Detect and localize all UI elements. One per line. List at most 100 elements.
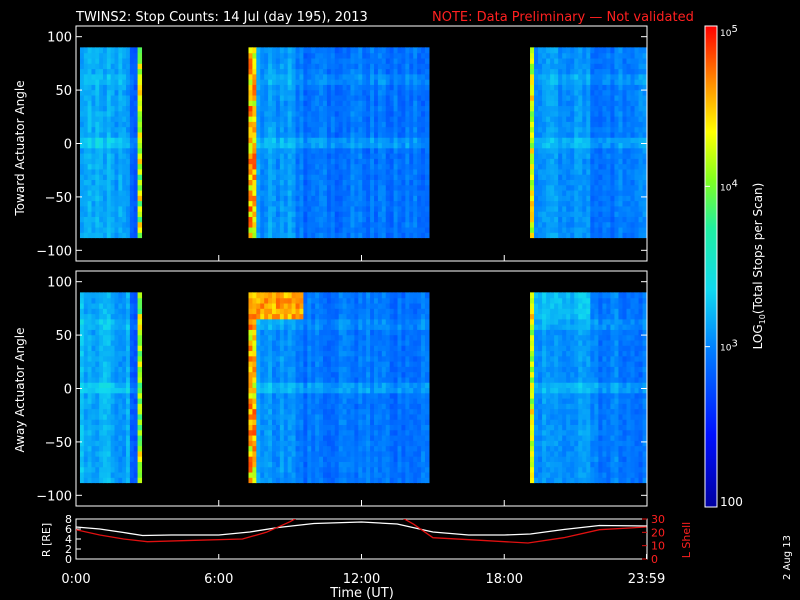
heatmap-cell <box>370 195 375 202</box>
heatmap-cell <box>342 100 348 107</box>
heatmap-cell <box>346 308 352 315</box>
heatmap-cell <box>91 116 96 122</box>
heatmap-cell <box>358 413 363 420</box>
heatmap-cell <box>542 84 547 91</box>
heatmap-cell <box>252 392 257 399</box>
heatmap-cell <box>417 52 422 59</box>
heatmap-cell <box>346 424 352 431</box>
heatmap-cell <box>252 110 257 117</box>
heatmap-cell <box>330 366 336 373</box>
heatmap-cell <box>614 89 620 96</box>
heatmap-cell <box>103 461 108 468</box>
heatmap-cell <box>381 63 387 70</box>
heatmap-cell <box>342 292 348 299</box>
heatmap-cell <box>330 184 336 191</box>
heatmap-cell <box>106 105 112 112</box>
heatmap-cell <box>350 216 355 223</box>
heatmap-cell <box>334 371 340 378</box>
heatmap-cell <box>315 184 320 191</box>
heatmap-cell <box>323 440 328 447</box>
heatmap-cell <box>534 105 539 112</box>
heatmap-cell <box>424 121 430 128</box>
heatmap-cell <box>110 292 116 299</box>
heatmap-cell <box>256 440 261 447</box>
heatmap-cell <box>350 471 355 478</box>
heatmap-cell <box>358 302 363 309</box>
heatmap-cell <box>350 329 355 336</box>
heatmap-cell <box>374 121 379 128</box>
heatmap-cell <box>530 142 535 149</box>
heatmap-cell <box>291 392 297 399</box>
heatmap-cell <box>582 100 587 107</box>
heatmap-cell <box>374 131 379 138</box>
heatmap-cell <box>295 226 301 233</box>
heatmap-cell <box>279 100 285 107</box>
heatmap-cell <box>303 297 308 304</box>
heatmap-cell <box>256 211 261 217</box>
heatmap-cell <box>413 163 418 170</box>
heatmap-cell <box>413 174 418 180</box>
heatmap-cell <box>393 137 399 144</box>
heatmap-cell <box>103 216 108 223</box>
heatmap-cell <box>618 105 624 112</box>
heatmap-cell <box>110 73 116 80</box>
heatmap-cell <box>287 195 293 202</box>
heatmap-cell <box>114 424 119 431</box>
heatmap-cell <box>424 94 430 101</box>
heatmap-cell <box>319 84 324 91</box>
heatmap-cell <box>256 361 261 367</box>
heatmap-cell <box>275 355 281 362</box>
heatmap-cell <box>110 126 116 133</box>
heatmap-cell <box>578 137 583 144</box>
heatmap-cell <box>401 158 406 165</box>
heatmap-cell <box>350 79 355 85</box>
heatmap-cell <box>260 345 265 352</box>
heatmap-cell <box>307 334 312 341</box>
heatmap-cell <box>338 408 344 415</box>
heatmap-cell <box>283 424 289 431</box>
heatmap-cell <box>268 79 273 85</box>
heatmap-cell <box>421 184 426 191</box>
heatmap-cell <box>118 466 123 473</box>
heatmap-cell <box>291 329 297 336</box>
heatmap-cell <box>279 424 285 431</box>
heatmap-cell <box>275 195 281 202</box>
heatmap-cell <box>554 189 559 196</box>
heatmap-cell <box>374 226 379 233</box>
heatmap-cell <box>91 403 96 410</box>
heatmap-cell <box>530 116 535 122</box>
heatmap-cell <box>342 477 348 484</box>
heatmap-cell <box>638 105 644 112</box>
heatmap-cell <box>118 47 123 54</box>
heatmap-cell <box>326 334 332 341</box>
heatmap-cell <box>129 382 135 389</box>
heatmap-cell <box>272 116 277 122</box>
heatmap-cell <box>413 200 418 207</box>
heatmap-cell <box>114 142 119 149</box>
heatmap-cell <box>264 429 269 436</box>
heatmap-cell <box>87 142 93 149</box>
heatmap-cell <box>287 168 293 175</box>
heatmap-cell <box>554 200 559 207</box>
heatmap-cell <box>534 168 539 175</box>
heatmap-cell <box>99 68 104 75</box>
heatmap-cell <box>87 408 93 415</box>
heatmap-cell <box>389 57 395 64</box>
heatmap-cell <box>401 189 406 196</box>
heatmap-cell <box>366 110 371 117</box>
heatmap-cell <box>283 477 289 484</box>
heatmap-cell <box>279 63 285 70</box>
heatmap-cell <box>315 466 320 473</box>
heatmap-cell <box>299 116 304 122</box>
heatmap-cell <box>354 100 359 107</box>
heatmap-cell <box>87 189 93 196</box>
heatmap-cell <box>366 413 371 420</box>
heatmap-cell <box>256 376 261 383</box>
heatmap-cell <box>307 137 312 144</box>
heatmap-cell <box>118 429 123 436</box>
heatmap-cell <box>256 366 261 373</box>
heatmap-cell <box>299 94 304 101</box>
heatmap-cell <box>594 94 599 101</box>
heatmap-cell <box>87 152 93 159</box>
heatmap-cell <box>307 89 312 96</box>
